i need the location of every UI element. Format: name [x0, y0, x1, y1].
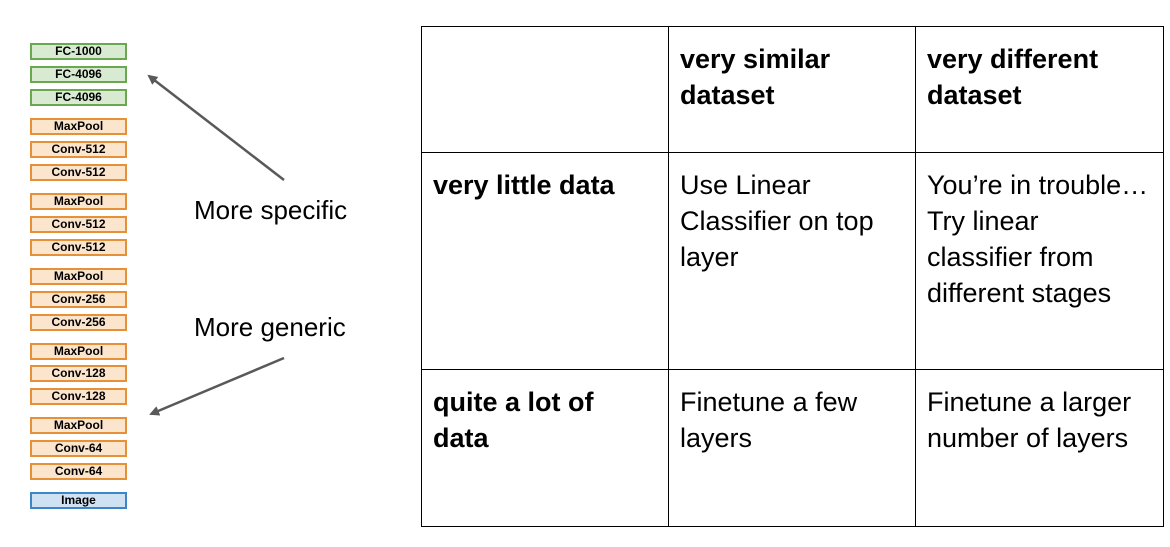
table-row: very little data Use Linear Classifier o…: [421, 152, 1164, 370]
layer-box: FC-1000: [30, 43, 127, 60]
layer-box-image: Image: [30, 492, 127, 509]
layer-box: Conv-512: [30, 141, 127, 158]
layer-box: Conv-64: [30, 440, 127, 457]
layer-box: MaxPool: [30, 118, 127, 135]
layer-box: MaxPool: [30, 417, 127, 434]
arrow-to-top-layers: [147, 74, 285, 181]
layer-box: Conv-512: [30, 164, 127, 181]
transfer-learning-table: very similar dataset very different data…: [421, 26, 1164, 527]
table-row: quite a lot of data Finetune a few layer…: [421, 369, 1164, 527]
table-cell: Use Linear Classifier on top layer: [668, 152, 916, 370]
layer-box: Conv-128: [30, 365, 127, 382]
row-header-little-data: very little data: [421, 152, 669, 370]
layer-box: MaxPool: [30, 193, 127, 210]
layer-box: Conv-128: [30, 388, 127, 405]
row-header-lot-of-data: quite a lot of data: [421, 369, 669, 527]
layer-box: Conv-512: [30, 239, 127, 256]
layer-box: Conv-256: [30, 291, 127, 308]
layer-box: MaxPool: [30, 268, 127, 285]
table-corner-cell: [421, 26, 669, 153]
more-specific-label: More specific: [194, 195, 348, 225]
layer-box: Conv-256: [30, 314, 127, 331]
table-header-row: very similar dataset very different data…: [421, 26, 1164, 153]
layer-box: Conv-64: [30, 463, 127, 480]
arrow-to-bottom-layers: [149, 356, 285, 416]
more-generic-label: More generic: [194, 312, 346, 342]
col-header-similar: very similar dataset: [668, 26, 916, 153]
layer-box: MaxPool: [30, 343, 127, 360]
layer-box: Conv-512: [30, 216, 127, 233]
table-cell: Finetune a larger number of layers: [915, 369, 1164, 527]
col-header-different: very different dataset: [915, 26, 1164, 153]
layer-box: FC-4096: [30, 66, 127, 83]
layer-box: FC-4096: [30, 89, 127, 106]
table-cell: You’re in trouble… Try linear classifier…: [915, 152, 1164, 370]
table-cell: Finetune a few layers: [668, 369, 916, 527]
